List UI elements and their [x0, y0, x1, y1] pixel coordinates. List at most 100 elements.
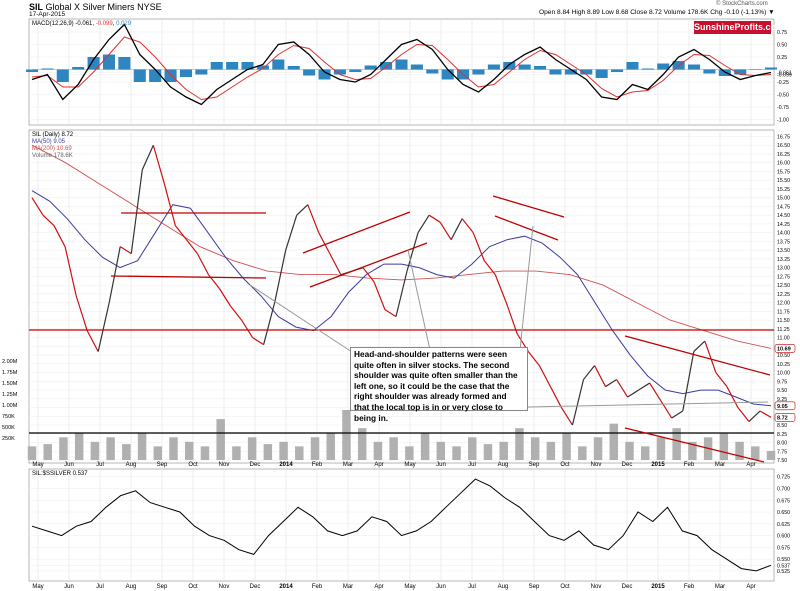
volume-bar [625, 441, 634, 460]
price-segment [406, 232, 419, 272]
price-segment [307, 204, 320, 233]
macd-histogram [25, 54, 778, 82]
x-tick-label: Jul [96, 584, 104, 590]
price-segment [715, 372, 728, 387]
price-segment [296, 204, 309, 216]
volume-tick-label: 2.00M [2, 359, 18, 365]
exchange: NYSE [137, 2, 162, 12]
macd-histogram-bar [472, 69, 485, 75]
macd-histogram-bar [241, 62, 254, 70]
volume-bar [735, 441, 744, 460]
y-tick-label: -0.061 [777, 71, 792, 77]
macd-histogram-bar [426, 69, 439, 74]
price-segment [141, 144, 154, 170]
macd-histogram-bar [534, 66, 547, 70]
price-segment [483, 260, 496, 276]
x-tick-label: Dec [622, 584, 633, 590]
price-segment [119, 246, 132, 255]
volume-tick-label: 750K [2, 414, 15, 420]
y-tick-label: 9.75 [777, 379, 787, 385]
quote-line: Open 8.84 High 8.89 Low 8.68 Close 8.72 … [539, 9, 775, 16]
volume-bar [295, 446, 304, 460]
hs1-neckline [110, 275, 267, 279]
y-tick-label: 16.75 [777, 134, 790, 140]
volume-bar [515, 428, 524, 460]
y-tick-label: 14.50 [777, 213, 790, 219]
price-segment [230, 305, 243, 321]
volume-bar [672, 428, 681, 460]
price-segment [395, 271, 408, 317]
volume-bar [279, 441, 288, 460]
x-tick-label: 2015 [651, 462, 665, 468]
x-tick-label: Aug [498, 584, 509, 590]
y-tick-label: 15.25 [777, 187, 790, 193]
price-segment [274, 250, 287, 303]
price-segment [693, 340, 706, 353]
price-segment [593, 365, 607, 387]
macd-histogram-bar [349, 69, 362, 72]
volume-bar [310, 437, 320, 460]
price-segment [130, 169, 143, 254]
price-segment [605, 379, 617, 388]
price-segment [571, 379, 585, 426]
macd-histogram-bar [179, 69, 192, 77]
macd-histogram-bar [72, 67, 85, 70]
x-tick-label: Jul [468, 584, 476, 590]
macd-histogram-bar [164, 69, 177, 82]
y-tick-label: 13.50 [777, 248, 790, 254]
price-segment [53, 225, 66, 247]
macd-histogram-bar [410, 64, 423, 70]
x-tick-label: Dec [250, 584, 261, 590]
x-tick-label: Oct [560, 462, 570, 468]
price-segment [461, 218, 474, 234]
macd-histogram-bar [256, 65, 269, 70]
legend-ma50: MA(50) 9.05 [32, 139, 66, 145]
annotation-box: Head-and-shoulder patterns were seen qui… [350, 347, 528, 423]
chart-date: 17-Apr-2015 [29, 11, 66, 18]
price-segment [417, 214, 430, 233]
x-tick-label: May [32, 462, 43, 468]
volume-bar [640, 446, 650, 460]
price-segment [748, 410, 761, 422]
macd-histogram-bar [210, 62, 223, 70]
macd-histogram-bar [611, 69, 624, 72]
x-tick-label: 2014 [279, 462, 293, 468]
y-tick-label: 7.75 [777, 449, 787, 455]
x-tick-label: Mar [343, 462, 353, 468]
volume-bar [216, 419, 225, 460]
price-segment [616, 379, 629, 398]
volume-bar [153, 446, 163, 460]
value-label: 8.72 [777, 415, 788, 421]
ratio-line [31, 478, 772, 572]
macd-legend: MACD(12,26,9) -0.061, -0.099, 0.029 [32, 21, 132, 27]
hs4-top-line [624, 335, 771, 376]
price-segment [97, 302, 110, 352]
value-label: 10.69 [777, 346, 791, 352]
price-segment [759, 410, 772, 418]
price-segment [86, 330, 99, 352]
y-tick-label: -0.75 [777, 105, 789, 111]
y-tick-label: 13.75 [777, 239, 790, 245]
y-tick-label: 8.00 [777, 441, 787, 447]
volume-bar [389, 437, 398, 460]
y-tick-label: 12.25 [777, 292, 790, 298]
value-label-box [774, 401, 796, 411]
ratio-panel-frame [28, 468, 775, 582]
macd-histogram-bar [226, 62, 239, 70]
annotation-leader [407, 249, 431, 351]
y-tick-label: 12.50 [777, 283, 790, 289]
volume-bar [499, 441, 508, 460]
x-tick-label: Sep [157, 462, 168, 468]
macd-histogram-bar [395, 59, 408, 70]
ma50-line [31, 190, 772, 407]
chart-title: SIL Global X Silver Miners NYSE [29, 2, 162, 12]
x-tick-label: Feb [684, 584, 695, 590]
volume-bar [122, 444, 131, 460]
volume-bar [326, 432, 335, 460]
y-tick-label: 0.50 [777, 43, 787, 49]
macd-histogram-bar [641, 68, 654, 70]
volume-tick-label: 500K [2, 425, 15, 431]
volume-bar [232, 446, 241, 460]
x-tick-label: Mar [343, 584, 353, 590]
macd-histogram-bar [549, 69, 562, 75]
